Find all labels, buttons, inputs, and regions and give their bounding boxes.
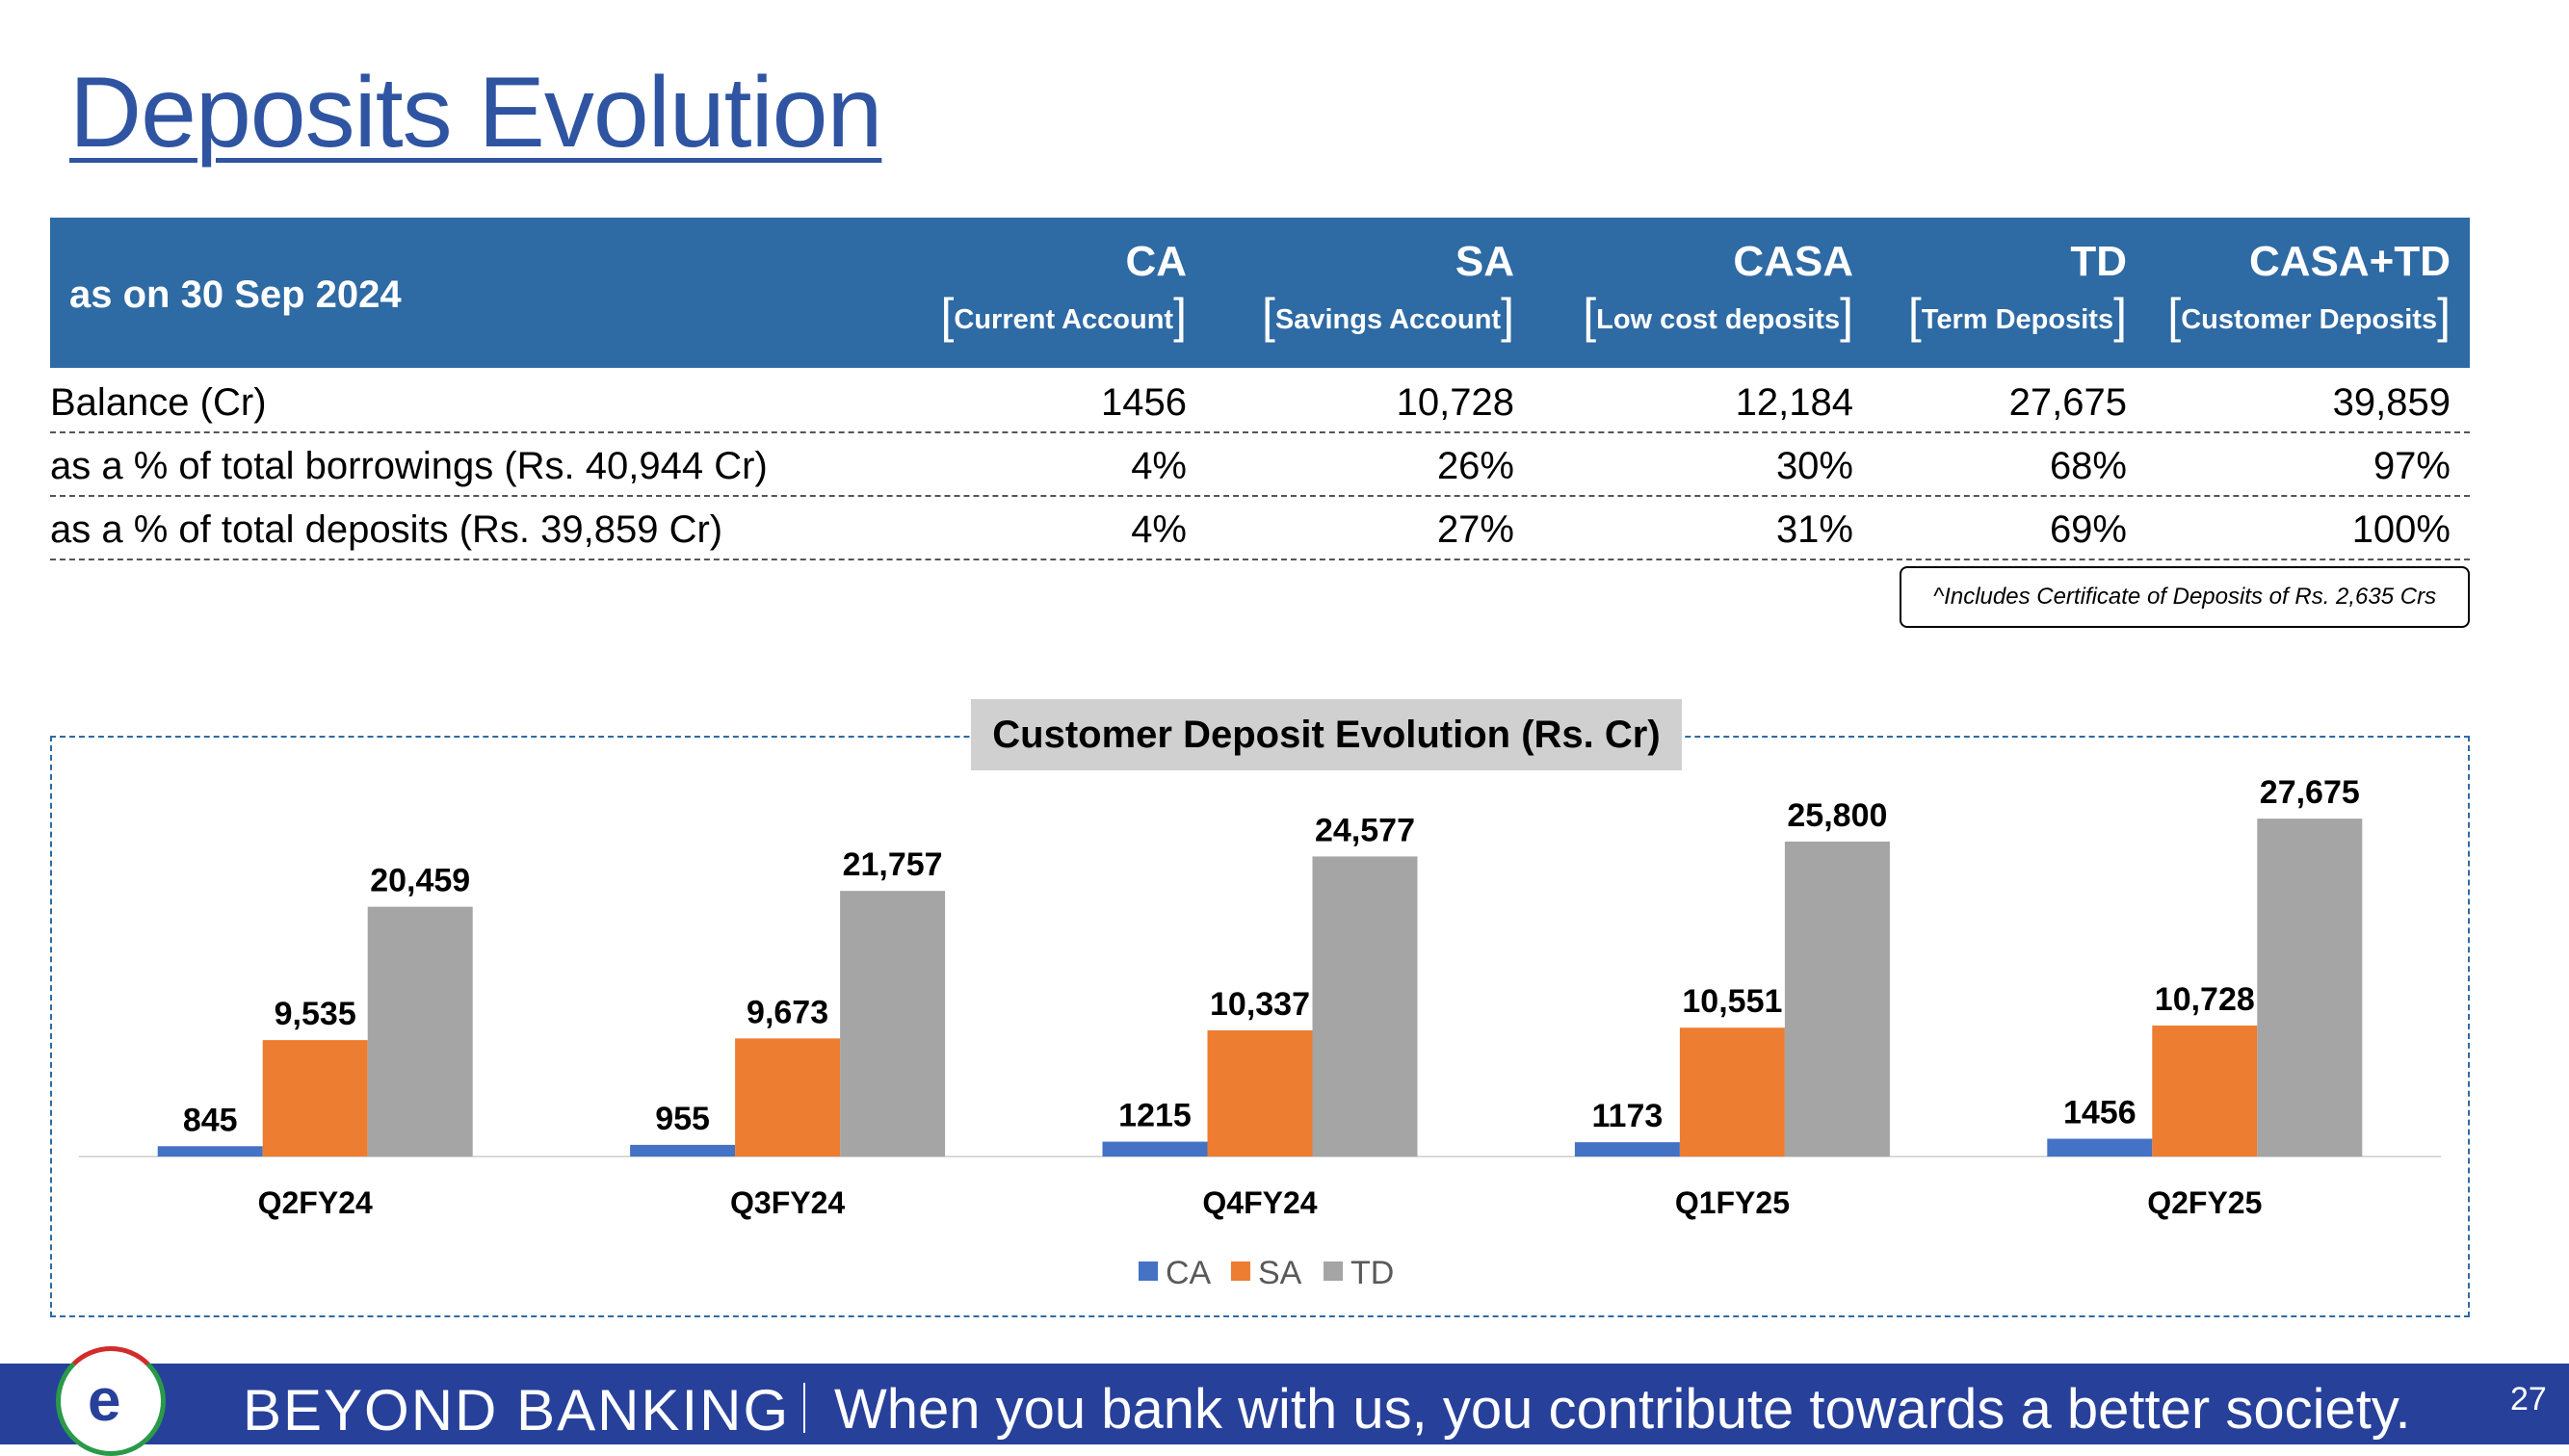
data-label: 27,675 [2260,774,2360,811]
data-label: 10,337 [1210,986,1310,1023]
bar-ca [157,1146,263,1157]
footnote-box: ^Includes Certificate of Deposits of Rs.… [1900,566,2470,628]
page-title: Deposits Evolution [69,57,882,169]
data-label: 955 [655,1101,710,1137]
legend-label: TD [1350,1255,1394,1291]
cell-sa: 26% [1436,445,1514,487]
row-label: as a % of total deposits (Rs. 39,859 Cr) [50,508,723,551]
col-name: CA [1125,238,1187,285]
bar-ca [630,1144,736,1157]
x-tick-label: Q2FY24 [258,1185,373,1220]
cell-casa: 12,184 [1735,381,1853,424]
data-label: 1173 [1592,1098,1664,1134]
logo-letter: e [88,1367,121,1434]
col-name: CASA+TD [2248,238,2451,285]
bar-td [1312,856,1418,1157]
col-sub: Savings Account [1274,304,1502,335]
col-sub: Current Account [954,304,1174,335]
bar-ca [1102,1141,1208,1157]
x-tick-label: Q4FY24 [1202,1185,1317,1220]
col-name: CASA [1733,238,1853,285]
bar-sa [2152,1025,2258,1157]
legend-label: SA [1258,1255,1302,1291]
col-sub: Low cost deposits [1596,304,1841,335]
col-header-td: TD [Term Deposits] [1908,235,2127,347]
col-header-sa: SA [Savings Account] [1262,235,1514,347]
cell-td: 69% [2049,508,2127,551]
bar-sa [735,1038,841,1157]
cell-sa: 10,728 [1396,381,1514,424]
x-tick-label: Q2FY25 [2147,1185,2262,1220]
brand-text: BEYOND BANKING [243,1378,791,1443]
cell-td: 68% [2049,445,2127,487]
bar-ca [2047,1138,2153,1157]
col-header-casa-td: CASA+TD [Customer Deposits] [2167,235,2451,347]
legend-swatch-sa [1231,1261,1250,1281]
footer-banner: BEYOND BANKING When you bank with us, yo… [0,1364,2569,1444]
legend-swatch-td [1324,1261,1343,1281]
tagline: When you bank with us, you contribute to… [834,1378,2411,1441]
bar-td [2257,819,2363,1157]
cell-casa-td: 39,859 [2332,381,2451,424]
col-sub: Customer Deposits [2181,304,2438,335]
cell-td: 27,675 [2008,381,2127,424]
x-tick-label: Q1FY25 [1675,1185,1790,1220]
bar-ca [1574,1142,1680,1157]
data-label: 1456 [2063,1095,2136,1131]
bar-td [367,906,473,1157]
chart-title: Customer Deposit Evolution (Rs. Cr) [971,699,1682,770]
data-label: 845 [183,1102,238,1138]
data-label: 25,800 [1787,797,1887,834]
col-name: TD [2070,238,2127,285]
legend-label: CA [1166,1255,1212,1291]
bar-sa [1679,1027,1785,1157]
x-tick-label: Q3FY24 [730,1185,845,1220]
data-label: 21,757 [843,846,943,883]
footer-divider [803,1383,805,1433]
cell-ca: 4% [1131,445,1187,487]
page-number: 27 [2510,1381,2547,1417]
row-label: as a % of total borrowings (Rs. 40,944 C… [50,445,768,487]
as-on-date: as on 30 Sep 2024 [69,273,402,316]
row-label: Balance (Cr) [50,381,267,424]
cell-casa-td: 97% [2372,445,2451,487]
cell-sa: 27% [1436,508,1514,551]
bar-sa [262,1040,368,1157]
data-label: 24,577 [1315,812,1415,848]
col-header-ca: CA [Current Account] [940,235,1187,347]
cell-casa: 30% [1775,445,1853,487]
cell-casa-td: 100% [2351,508,2451,551]
table-row: as a % of total borrowings (Rs. 40,944 C… [50,433,2470,497]
data-label: 1215 [1118,1098,1192,1134]
legend-swatch-ca [1139,1261,1158,1281]
data-label: 9,535 [275,996,356,1032]
cell-ca: 1456 [1101,381,1187,424]
table-header: as on 30 Sep 2024 CA [Current Account] S… [50,218,2470,368]
col-name: SA [1455,238,1514,285]
bar-td [1784,841,1890,1157]
col-sub: Term Deposits [1921,304,2114,335]
bank-logo: e [56,1346,166,1456]
data-label: 10,551 [1682,983,1782,1020]
data-label: 20,459 [370,863,470,899]
cell-casa: 31% [1775,508,1853,551]
data-label: 10,728 [2155,981,2255,1018]
bar-sa [1207,1029,1313,1157]
table-row: Balance (Cr) 1456 10,728 12,184 27,675 3… [50,370,2470,433]
col-header-casa: CASA [Low cost deposits] [1583,235,1853,347]
data-label: 9,673 [747,994,828,1030]
cell-ca: 4% [1131,508,1187,551]
bar-td [840,891,946,1157]
table-row: as a % of total deposits (Rs. 39,859 Cr)… [50,497,2470,560]
